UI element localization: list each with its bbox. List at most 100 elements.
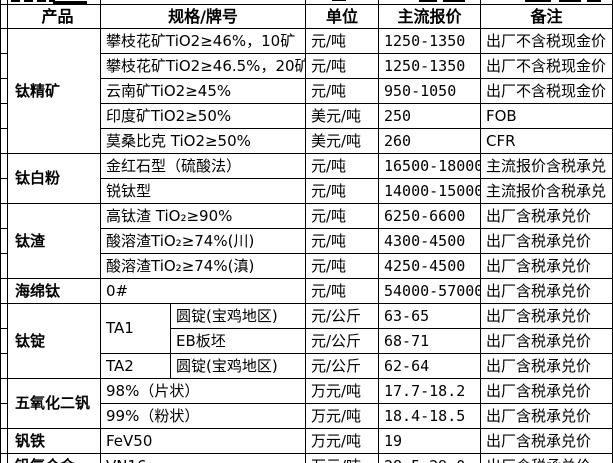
spec-cell: FeV50 xyxy=(100,427,306,454)
clipped-left-cell xyxy=(0,352,8,379)
clipped-left-cell xyxy=(0,27,8,54)
spec-cell: 98%（片状） xyxy=(100,377,306,404)
product-cell: 钛渣 xyxy=(7,202,101,279)
clipped-left-cell xyxy=(0,252,8,279)
unit-cell: 元/吨 xyxy=(305,252,379,279)
spec-cell: 锐钛型 xyxy=(100,177,306,204)
unit-cell: 美元/吨 xyxy=(305,127,379,154)
note-cell: 出厂含税承兑价 xyxy=(480,402,613,429)
unit-cell: 元/公斤 xyxy=(305,302,379,329)
price-cell: 1250-1350 xyxy=(378,27,481,54)
note-cell: 主流报价含税承兑 xyxy=(480,177,613,204)
price-cell: 260 xyxy=(378,127,481,154)
price-cell: 14000-15000 xyxy=(378,177,481,204)
unit-cell: 万元/吨 xyxy=(305,452,379,463)
unit-cell: 元/吨 xyxy=(305,52,379,79)
table-row: 钛锭 TA1 圆锭(宝鸡地区) 元/公斤 63-65 出厂含税承兑价 xyxy=(0,302,613,379)
price-cell: 19 xyxy=(378,427,481,454)
table-row: 云南矿TiO2≥45% 元/吨 950-1050 出厂不含税现金价 xyxy=(0,77,613,104)
table-row: TA2 圆锭(宝鸡地区) 元/公斤 62-64 出厂含税承兑价 xyxy=(0,352,613,379)
clipped-left-cell xyxy=(0,427,8,454)
note-cell: 出厂含税承兑价 xyxy=(480,352,613,379)
price-cell: 4250-4500 xyxy=(378,252,481,279)
clipped-left-cell xyxy=(0,402,8,429)
table-row: 酸溶渣TiO₂≥74%(川) 元/吨 4300-4500 出厂含税承兑价 xyxy=(0,227,613,254)
product-cell: 钒铁 xyxy=(7,427,101,454)
clipped-left-cell xyxy=(0,327,8,354)
note-cell: 出厂含税承兑价 xyxy=(480,227,613,254)
clipped-title-remnant xyxy=(7,0,101,5)
clipped-left-cell xyxy=(0,0,8,5)
product-cell: 钛锭 xyxy=(7,302,101,379)
note-cell: 出厂含税承兑价 xyxy=(480,427,613,454)
note-cell: 出厂不含税现金价 xyxy=(480,77,613,104)
clipped-left-cell xyxy=(0,77,8,104)
clipped-cell xyxy=(480,0,613,5)
unit-cell: 美元/吨 xyxy=(305,102,379,129)
table-row: 印度矿TiO2≥50% 美元/吨 250 FOB xyxy=(0,102,613,129)
note-cell: FOB xyxy=(480,102,613,129)
spec-cell: 莫桑比克 TiO2≥50% xyxy=(100,127,306,154)
spec-cell: 云南矿TiO2≥45% xyxy=(100,77,306,104)
unit-cell: 万元/吨 xyxy=(305,402,379,429)
unit-cell: 元/吨 xyxy=(305,227,379,254)
product-cell: 钛精矿 xyxy=(7,27,101,154)
clipped-cell xyxy=(378,0,481,5)
spec-cell: 金红石型（硫酸法） xyxy=(100,152,306,179)
clipped-left-cell xyxy=(0,277,8,304)
price-cell: 18.4-18.5 xyxy=(378,402,481,429)
spec-cell: 99%（粉状） xyxy=(100,402,306,429)
header-product: 产品 xyxy=(7,3,101,29)
spec-cell: 圆锭(宝鸡地区) xyxy=(170,302,306,329)
note-cell: 主流报价含税承兑 xyxy=(480,152,613,179)
clipped-left-cell xyxy=(0,52,8,79)
header-spec: 规格/牌号 xyxy=(100,3,306,29)
note-cell: 出厂含税承兑价 xyxy=(480,302,613,329)
table-row: 海绵钛 0# 元/吨 54000-57000 出厂含税承兑价 xyxy=(0,277,613,304)
table-row: 五氧化二钒 98%（片状） 万元/吨 17.7-18.2 出厂含税承兑价 xyxy=(0,377,613,429)
note-cell: CFR xyxy=(480,127,613,154)
note-cell: 出厂含税承兑价 xyxy=(480,377,613,404)
note-cell: 出厂含税承兑价 xyxy=(480,327,613,354)
clipped-left-cell xyxy=(0,102,8,129)
clipped-left-cell xyxy=(0,177,8,204)
clipped-cell xyxy=(305,0,379,5)
unit-cell: 元/公斤 xyxy=(305,327,379,354)
table-header-row: 产品 规格/牌号 单位 主流报价 备注 xyxy=(0,3,613,29)
price-cell: 17.7-18.2 xyxy=(378,377,481,404)
unit-cell: 元/吨 xyxy=(305,152,379,179)
product-cell: 海绵钛 xyxy=(7,277,101,304)
note-cell: 出厂含税承兑价 xyxy=(480,252,613,279)
spec-cell: 圆锭(宝鸡地区) xyxy=(170,352,306,379)
table-row: 钒氮合金 VN16 万元/吨 28.5-29.0 出厂含税承兑价 xyxy=(0,452,613,463)
price-cell: 54000-57000 xyxy=(378,277,481,304)
clipped-left-cell xyxy=(0,127,8,154)
clipped-left-cell xyxy=(0,152,8,179)
unit-cell: 元/吨 xyxy=(305,202,379,229)
spec-cell: VN16 xyxy=(100,452,306,463)
price-cell: 28.5-29.0 xyxy=(378,452,481,463)
unit-cell: 万元/吨 xyxy=(305,427,379,454)
table-row: 酸溶渣TiO₂≥74%(滇) 元/吨 4250-4500 出厂含税承兑价 xyxy=(0,252,613,279)
spec-cell: 高钛渣 TiO₂≥90% xyxy=(100,202,306,229)
unit-cell: 元/公斤 xyxy=(305,352,379,379)
clipped-left-cell xyxy=(0,452,8,463)
unit-cell: 万元/吨 xyxy=(305,377,379,404)
table-row: 钒铁 FeV50 万元/吨 19 出厂含税承兑价 xyxy=(0,427,613,454)
table-row: 钛白粉 金红石型（硫酸法） 元/吨 16500-18000 主流报价含税承兑 xyxy=(0,152,613,204)
clipped-cell xyxy=(100,0,306,5)
table-row: 99%（粉状） 万元/吨 18.4-18.5 出厂含税承兑价 xyxy=(0,402,613,429)
spec-cell: 酸溶渣TiO₂≥74%(滇) xyxy=(100,252,306,279)
unit-cell: 元/吨 xyxy=(305,277,379,304)
price-cell: 250 xyxy=(378,102,481,129)
spec-cell: 酸溶渣TiO₂≥74%(川) xyxy=(100,227,306,254)
price-cell: 62-64 xyxy=(378,352,481,379)
clipped-top-row xyxy=(0,0,613,5)
note-cell: 出厂含税承兑价 xyxy=(480,202,613,229)
product-cell: 钒氮合金 xyxy=(7,452,101,463)
clipped-left-cell xyxy=(0,3,8,29)
unit-cell: 元/吨 xyxy=(305,177,379,204)
spec-cell: EB板坯 xyxy=(170,327,306,354)
